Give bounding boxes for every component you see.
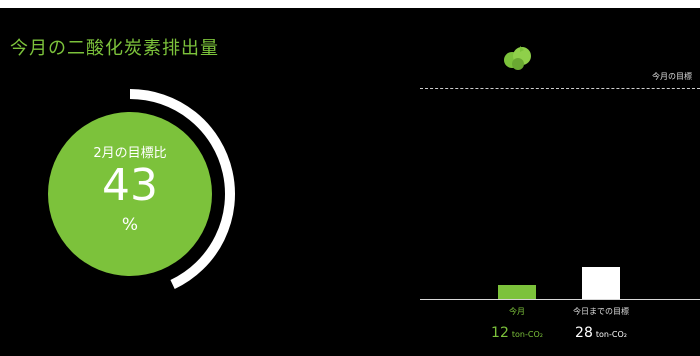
value-unit-today: ton-CO₂ xyxy=(511,330,543,339)
gauge-disc xyxy=(48,112,212,276)
bar-target-to-date xyxy=(582,267,620,299)
top-strip xyxy=(0,0,700,8)
value-number-target: 28 xyxy=(575,325,593,341)
value-number-today: 12 xyxy=(491,325,509,341)
page-title: 今月の二酸化炭素排出量 xyxy=(10,38,219,59)
gauge-graphic xyxy=(48,89,235,290)
target-line-label: 今月の目標 xyxy=(652,72,692,81)
gauge-unit: % xyxy=(121,215,139,235)
value-label-target-to-date: 28 ton-CO₂ xyxy=(556,322,646,341)
category-label-today: 今月 xyxy=(509,307,525,316)
value-label-today: 12 ton-CO₂ xyxy=(472,322,562,341)
gauge-label: 2月の目標比 xyxy=(93,146,167,161)
gauge-value: 43 xyxy=(102,160,158,211)
gauge-arc xyxy=(129,89,235,290)
chart-baseline xyxy=(420,299,700,300)
progress-gauge: 2月の目標比 43 % xyxy=(20,84,240,304)
bar-today xyxy=(498,285,536,299)
value-unit-target: ton-CO₂ xyxy=(595,330,627,339)
leaf-icon xyxy=(504,46,531,70)
target-line xyxy=(420,88,700,89)
category-label-target-to-date: 今日までの目標 xyxy=(573,307,629,316)
